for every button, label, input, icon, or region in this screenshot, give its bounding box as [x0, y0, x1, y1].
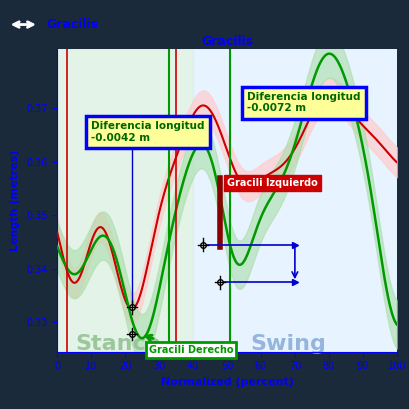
Text: Stance: Stance: [75, 334, 161, 354]
Bar: [57, 49, 193, 352]
Text: Gracili Izquierdo: Gracili Izquierdo: [227, 178, 318, 188]
Text: Diferencia longitud
-0.0042 m: Diferencia longitud -0.0042 m: [91, 121, 205, 143]
Text: Gracili Derecho: Gracili Derecho: [149, 345, 234, 355]
Title: Gracilis: Gracilis: [201, 35, 253, 48]
Text: Diferencia longitud
-0.0072 m: Diferencia longitud -0.0072 m: [247, 92, 361, 113]
Y-axis label: Length (metres): Length (metres): [11, 150, 20, 251]
X-axis label: Normalized (percent): Normalized (percent): [161, 377, 293, 387]
Text: Swing: Swing: [250, 334, 326, 354]
Text: Gracilis: Gracilis: [47, 18, 99, 31]
Bar: [193, 49, 397, 352]
